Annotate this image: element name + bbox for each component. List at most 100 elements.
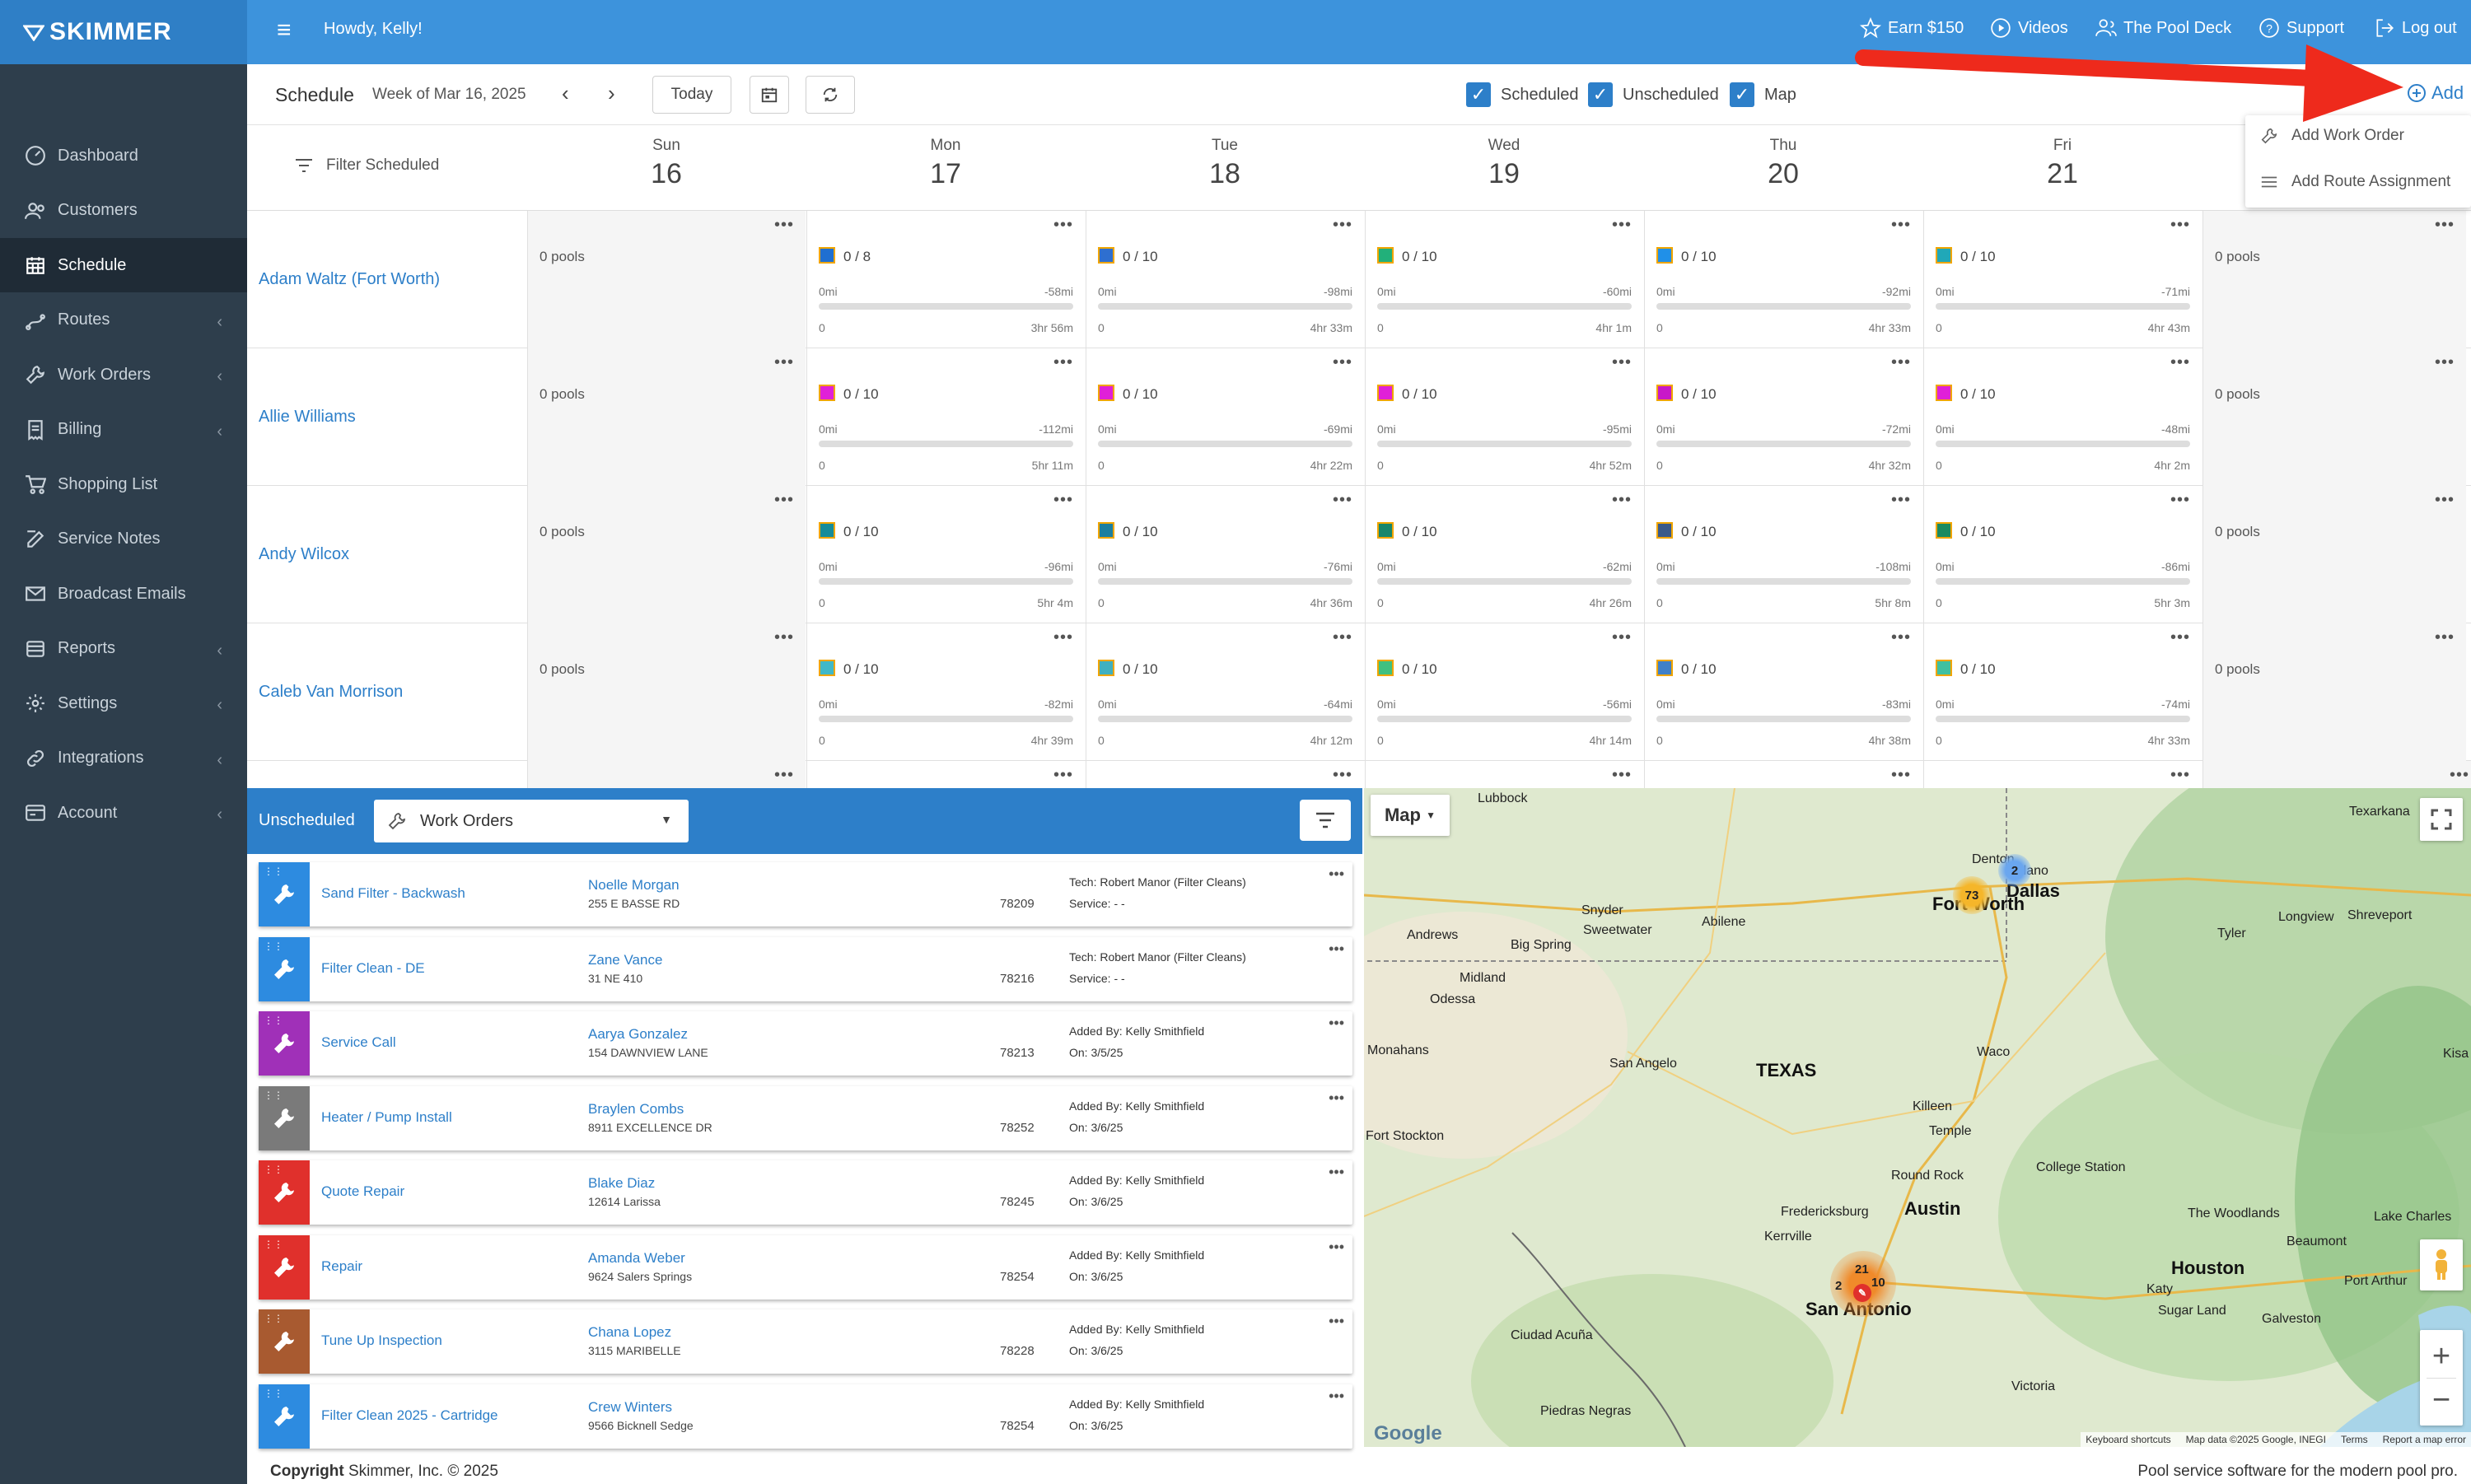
more-options-icon[interactable]: ••• xyxy=(1053,766,1073,784)
drag-handle-icon[interactable]: ⋮⋮ xyxy=(264,866,283,877)
day-cell[interactable]: ••• 0 / 10 0mi -71mi 0 4hr 43m xyxy=(1923,211,2202,348)
more-options-icon[interactable]: ••• xyxy=(1053,353,1073,371)
work-order-card[interactable]: ⋮⋮ Quote Repair Blake Diaz 12614 Larissa… xyxy=(259,1160,1352,1225)
sidebar-item-routes[interactable]: Routes ‹ xyxy=(0,293,247,348)
work-order-title-link[interactable]: Sand Filter - Backwash xyxy=(321,885,465,901)
work-order-type-badge[interactable]: ⋮⋮ xyxy=(259,862,310,926)
sidebar-item-customers[interactable]: Customers xyxy=(0,184,247,238)
map-panel[interactable]: Map ▼ + − Lubbock Texarkana Denton Plano Dal… xyxy=(1364,788,2471,1447)
day-cell-empty[interactable]: 0 pools ••• xyxy=(2202,486,2466,623)
day-cell-empty[interactable]: 0 pools ••• xyxy=(527,348,806,486)
more-options-icon[interactable]: ••• xyxy=(1329,1313,1344,1329)
more-options-icon[interactable]: ••• xyxy=(2449,766,2469,784)
work-order-card[interactable]: ⋮⋮ Service Call Aarya Gonzalez 154 DAWNV… xyxy=(259,1011,1352,1076)
day-cell[interactable]: ••• 0 / 10 0mi -98mi 0 4hr 33m xyxy=(1086,211,1364,348)
more-options-icon[interactable]: ••• xyxy=(1890,628,1911,646)
sidebar-item-settings[interactable]: Settings ‹ xyxy=(0,676,247,730)
work-order-title-link[interactable]: Service Call xyxy=(321,1034,396,1050)
more-options-icon[interactable]: ••• xyxy=(2170,766,2190,784)
more-options-icon[interactable]: ••• xyxy=(1329,1015,1344,1031)
drag-handle-icon[interactable]: ⋮⋮ xyxy=(264,1015,283,1026)
toggle-unscheduled[interactable]: ✓ Unscheduled xyxy=(1588,82,1719,107)
more-options-icon[interactable]: ••• xyxy=(1053,628,1073,646)
earn-link[interactable]: Earn $150 xyxy=(1860,17,1964,39)
sidebar-item-schedule[interactable]: Schedule xyxy=(0,238,247,292)
toggle-map[interactable]: ✓ Map xyxy=(1730,82,1796,107)
day-cell[interactable]: ••• 0 / 10 0mi -72mi 0 4hr 32m xyxy=(1644,348,1922,486)
sidebar-item-work-orders[interactable]: Work Orders ‹ xyxy=(0,348,247,402)
add-button[interactable]: Add xyxy=(2407,82,2464,104)
technician-name-link[interactable]: Allie Williams xyxy=(259,408,356,426)
keyboard-shortcuts-link[interactable]: Keyboard shortcuts xyxy=(2086,1434,2171,1445)
day-cell-empty[interactable]: 0 pools ••• xyxy=(527,623,806,761)
more-options-icon[interactable]: ••• xyxy=(773,216,794,234)
day-cell-empty[interactable]: 0 pools ••• xyxy=(2202,211,2466,348)
filter-scheduled-button[interactable]: Filter Scheduled xyxy=(295,156,439,175)
work-order-title-link[interactable]: Quote Repair xyxy=(321,1183,405,1199)
day-cell[interactable]: ••• 0 / 10 0mi -86mi 0 5hr 3m xyxy=(1923,486,2202,623)
day-cell[interactable]: ••• 0 / 10 0mi -56mi 0 4hr 14m xyxy=(1365,623,1643,761)
more-options-icon[interactable]: ••• xyxy=(1329,1238,1344,1255)
drag-handle-icon[interactable]: ⋮⋮ xyxy=(264,1313,283,1324)
day-cell-empty[interactable]: 0 pools ••• xyxy=(527,211,806,348)
checkbox-checked-icon[interactable]: ✓ xyxy=(1730,82,1754,107)
more-options-icon[interactable]: ••• xyxy=(1053,491,1073,509)
day-cell[interactable]: ••• xyxy=(1365,761,1643,788)
day-cell[interactable]: ••• 0 / 10 0mi -74mi 0 4hr 33m xyxy=(1923,623,2202,761)
more-options-icon[interactable]: ••• xyxy=(2434,353,2455,371)
customer-name-link[interactable]: Zane Vance xyxy=(588,951,663,968)
work-order-type-badge[interactable]: ⋮⋮ xyxy=(259,1309,310,1374)
customer-name-link[interactable]: Chana Lopez xyxy=(588,1324,672,1340)
work-order-title-link[interactable]: Filter Clean - DE xyxy=(321,959,425,976)
sidebar-item-dashboard[interactable]: Dashboard xyxy=(0,128,247,183)
day-cell[interactable]: ••• 0 / 10 0mi -83mi 0 4hr 38m xyxy=(1644,623,1922,761)
more-options-icon[interactable]: ••• xyxy=(1053,216,1073,234)
more-options-icon[interactable]: ••• xyxy=(2170,353,2190,371)
more-options-icon[interactable]: ••• xyxy=(1329,940,1344,957)
map-cluster-marker[interactable]: 73 xyxy=(1953,876,1991,914)
day-cell[interactable]: ••• 0 / 10 0mi -108mi 0 5hr 8m xyxy=(1644,486,1922,623)
customer-name-link[interactable]: Aarya Gonzalez xyxy=(588,1026,688,1042)
work-order-type-badge[interactable]: ⋮⋮ xyxy=(259,936,310,1001)
calendar-picker-button[interactable] xyxy=(750,76,789,114)
more-options-icon[interactable]: ••• xyxy=(1332,766,1352,784)
work-order-card[interactable]: ⋮⋮ Filter Clean - DE Zane Vance 31 NE 41… xyxy=(259,936,1352,1001)
more-options-icon[interactable]: ••• xyxy=(1329,1164,1344,1180)
more-options-icon[interactable]: ••• xyxy=(2170,216,2190,234)
sidebar-item-account[interactable]: Account ‹ xyxy=(0,786,247,840)
more-options-icon[interactable]: ••• xyxy=(1611,766,1632,784)
more-options-icon[interactable]: ••• xyxy=(2170,628,2190,646)
customer-name-link[interactable]: Noelle Morgan xyxy=(588,877,680,893)
day-cell-empty[interactable]: 0 pools ••• xyxy=(527,486,806,623)
day-cell[interactable]: ••• xyxy=(806,761,1085,788)
day-cell[interactable]: ••• xyxy=(2202,761,2471,788)
toggle-scheduled[interactable]: ✓ Scheduled xyxy=(1466,82,1579,107)
hamburger-menu-icon[interactable]: ≡ xyxy=(277,16,292,44)
work-order-type-badge[interactable]: ⋮⋮ xyxy=(259,1384,310,1449)
terms-link[interactable]: Terms xyxy=(2340,1434,2368,1445)
work-order-title-link[interactable]: Repair xyxy=(321,1258,363,1274)
day-cell[interactable]: ••• xyxy=(1923,761,2202,788)
zoom-out-icon[interactable]: − xyxy=(2431,1382,2451,1417)
more-options-icon[interactable]: ••• xyxy=(1332,216,1352,234)
more-options-icon[interactable]: ••• xyxy=(1611,216,1632,234)
day-cell-empty[interactable]: 0 pools ••• xyxy=(2202,623,2466,761)
work-orders-select[interactable]: Work Orders ▼ xyxy=(374,800,689,842)
more-options-icon[interactable]: ••• xyxy=(1329,866,1344,882)
work-order-title-link[interactable]: Heater / Pump Install xyxy=(321,1108,452,1125)
work-order-card[interactable]: ⋮⋮ Repair Amanda Weber 9624 Salers Sprin… xyxy=(259,1234,1352,1300)
more-options-icon[interactable]: ••• xyxy=(2434,216,2455,234)
map-cluster-marker[interactable]: 21 10 2 ✎ xyxy=(1830,1251,1896,1317)
technician-name-link[interactable]: Caleb Van Morrison xyxy=(259,683,404,701)
drag-handle-icon[interactable]: ⋮⋮ xyxy=(264,940,283,952)
day-cell-empty[interactable]: 0 pools ••• xyxy=(2202,348,2466,486)
technician-name-link[interactable]: Andy Wilcox xyxy=(259,545,350,563)
unscheduled-filter-button[interactable] xyxy=(1300,800,1351,841)
more-options-icon[interactable]: ••• xyxy=(1332,353,1352,371)
pool-deck-link[interactable]: The Pool Deck xyxy=(2095,17,2231,39)
day-cell[interactable]: ••• 0 / 10 0mi -82mi 0 4hr 39m xyxy=(806,623,1085,761)
day-cell[interactable]: ••• xyxy=(527,761,806,788)
videos-link[interactable]: Videos xyxy=(1990,17,2068,39)
more-options-icon[interactable]: ••• xyxy=(1611,628,1632,646)
fullscreen-button[interactable] xyxy=(2420,798,2463,841)
